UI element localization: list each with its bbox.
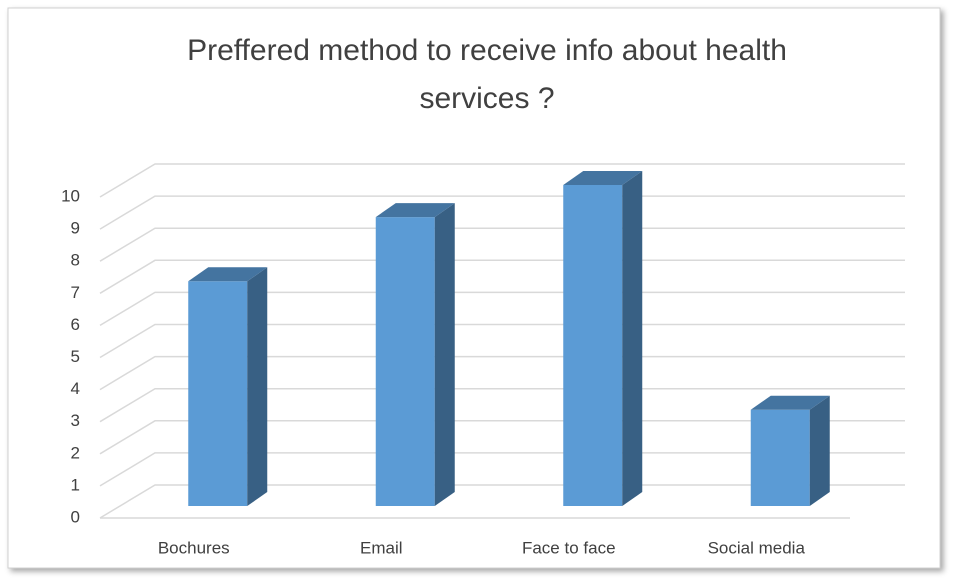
y-tick-label: 5 [71, 347, 80, 366]
grid-line [99, 163, 905, 198]
y-tick-label: 10 [61, 186, 80, 205]
bar-side [622, 171, 643, 506]
bar-side [434, 203, 455, 506]
bar-front [750, 409, 810, 506]
grid-line [99, 323, 905, 359]
y-tick-label: 7 [71, 283, 80, 302]
bar [563, 171, 643, 506]
y-tick-label: 3 [71, 411, 80, 430]
x-tick-label: Social media [708, 538, 806, 557]
x-tick-label: Email [360, 538, 403, 557]
y-tick-label: 2 [71, 443, 80, 462]
bar-top [375, 203, 455, 218]
bar [188, 267, 268, 506]
bar-side [247, 267, 268, 506]
grid-line [99, 420, 905, 455]
grid-line [99, 452, 905, 487]
bar-top [563, 171, 643, 185]
x-tick-label: Bochures [158, 538, 230, 557]
bar [750, 395, 830, 506]
y-tick-label: 6 [71, 315, 80, 334]
bar-top [750, 395, 830, 410]
grid-line [99, 355, 905, 391]
grid-line [99, 484, 905, 519]
grid-line [99, 227, 905, 262]
bar-side [809, 395, 830, 506]
grid-line [99, 387, 905, 423]
y-tick-label: 9 [71, 219, 80, 238]
grid-line [99, 195, 905, 230]
bar-front [563, 185, 623, 506]
grid-line [99, 291, 905, 327]
x-tick-label: Face to face [522, 538, 616, 557]
y-tick-label: 4 [71, 379, 80, 398]
bar-front [375, 217, 435, 506]
y-tick-label: 8 [71, 251, 80, 270]
bar-top [188, 267, 268, 282]
chart-title: Preffered method to receive info about h… [187, 34, 787, 115]
bar-front [188, 281, 248, 506]
grid-line [99, 259, 905, 294]
y-tick-label: 1 [71, 475, 80, 494]
y-tick-label: 0 [71, 507, 80, 526]
bar [375, 203, 455, 506]
